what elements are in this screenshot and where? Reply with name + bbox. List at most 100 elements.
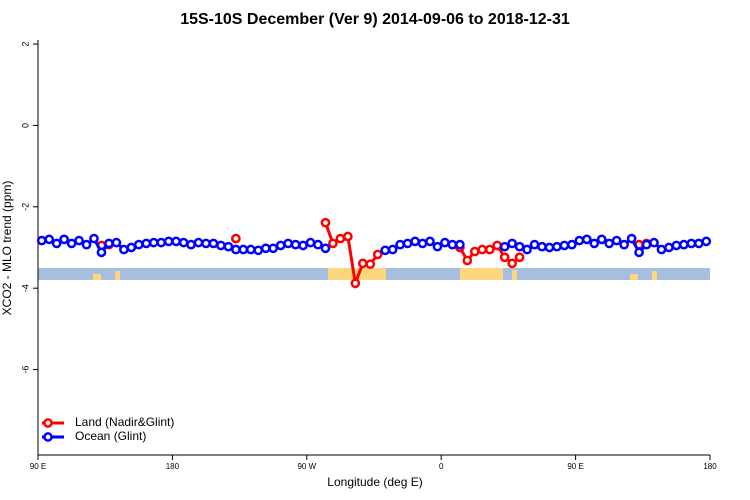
data-point (492, 240, 503, 251)
data-point (671, 240, 682, 251)
data-point (216, 240, 226, 251)
data-point (350, 278, 361, 289)
data-point (499, 241, 510, 252)
data-point (522, 244, 532, 255)
land-band (652, 271, 657, 280)
data-point (574, 235, 585, 246)
data-point (44, 234, 55, 245)
y-tick-label: -6 (20, 366, 30, 374)
data-point (245, 244, 256, 255)
data-point (36, 235, 47, 246)
data-point (604, 238, 615, 249)
data-point (178, 237, 189, 248)
data-point (171, 236, 181, 247)
legend: Land (Nadir&Glint)Ocean (Glint) (42, 415, 174, 443)
data-point (499, 252, 510, 263)
data-point (260, 243, 271, 254)
data-point (514, 252, 525, 263)
data-point (447, 239, 458, 250)
data-point (208, 238, 219, 249)
data-point (201, 238, 211, 249)
data-point (320, 217, 331, 228)
x-tick-label: 90 E (30, 462, 46, 471)
data-point (410, 236, 420, 247)
data-point (686, 238, 697, 249)
data-point (305, 237, 316, 248)
data-point (679, 239, 689, 250)
data-point (141, 238, 152, 249)
y-tick-label: 2 (20, 42, 30, 47)
land-band (115, 271, 120, 280)
data-point (581, 234, 592, 245)
data-point (320, 243, 331, 254)
data-point (619, 239, 629, 250)
data-point (693, 238, 704, 249)
data-point (328, 238, 338, 249)
data-point (484, 244, 495, 255)
data-point (163, 236, 174, 247)
data-point (417, 238, 428, 249)
data-point (634, 247, 644, 258)
data-point (343, 231, 353, 242)
data-point (455, 239, 465, 250)
x-axis-label: Longitude (deg E) (327, 475, 422, 489)
land-ocean-strip (38, 268, 710, 280)
x-tick-label: 90 E (567, 462, 583, 471)
data-point (104, 238, 114, 249)
legend-marker (43, 432, 53, 442)
data-point (507, 258, 517, 269)
data-point (641, 239, 652, 250)
data-point (238, 244, 249, 255)
data-point (89, 233, 99, 244)
data-point (514, 241, 525, 252)
data-point (253, 245, 264, 256)
data-point (701, 236, 712, 247)
data-point (298, 240, 308, 251)
data-point (387, 244, 398, 255)
data-point (275, 240, 286, 251)
x-tick-label: 180 (166, 462, 180, 471)
data-point (537, 241, 547, 252)
data-point (156, 237, 167, 248)
data-point (649, 237, 659, 248)
land-band (328, 268, 386, 280)
data-point (223, 241, 234, 252)
data-point (335, 233, 346, 244)
data-point (231, 233, 241, 244)
data-point (469, 246, 480, 257)
data-point (268, 243, 279, 254)
y-axis-label: XCO2 - MLO trend (ppm) (0, 181, 14, 316)
data-point (589, 238, 600, 249)
data-point (59, 234, 69, 245)
y-tick-label: -4 (20, 284, 30, 292)
legend-marker (43, 418, 53, 428)
x-tick-label: 180 (703, 462, 717, 471)
data-point (596, 234, 607, 245)
data-point (96, 247, 107, 258)
data-point (567, 239, 577, 250)
data-point (626, 233, 637, 244)
data-point (507, 238, 517, 249)
data-point (66, 238, 77, 249)
data-point (664, 242, 674, 253)
data-point (74, 235, 84, 246)
data-point (365, 259, 376, 270)
legend-label: Land (Nadir&Glint) (75, 415, 174, 429)
y-tick-label: 0 (20, 123, 30, 128)
data-point (133, 239, 144, 250)
data-point (440, 237, 450, 248)
data-point (51, 238, 62, 249)
land-band (93, 274, 101, 280)
data-point (395, 239, 405, 250)
data-point (544, 242, 555, 253)
legend-label: Ocean (Glint) (75, 429, 146, 443)
data-point (477, 244, 488, 255)
data-point (611, 235, 622, 246)
x-tick-label: 0 (439, 462, 444, 471)
data-point (462, 255, 473, 266)
data-point (425, 236, 435, 247)
data-point (529, 239, 540, 250)
land-band (512, 270, 517, 280)
data-point (372, 249, 383, 260)
